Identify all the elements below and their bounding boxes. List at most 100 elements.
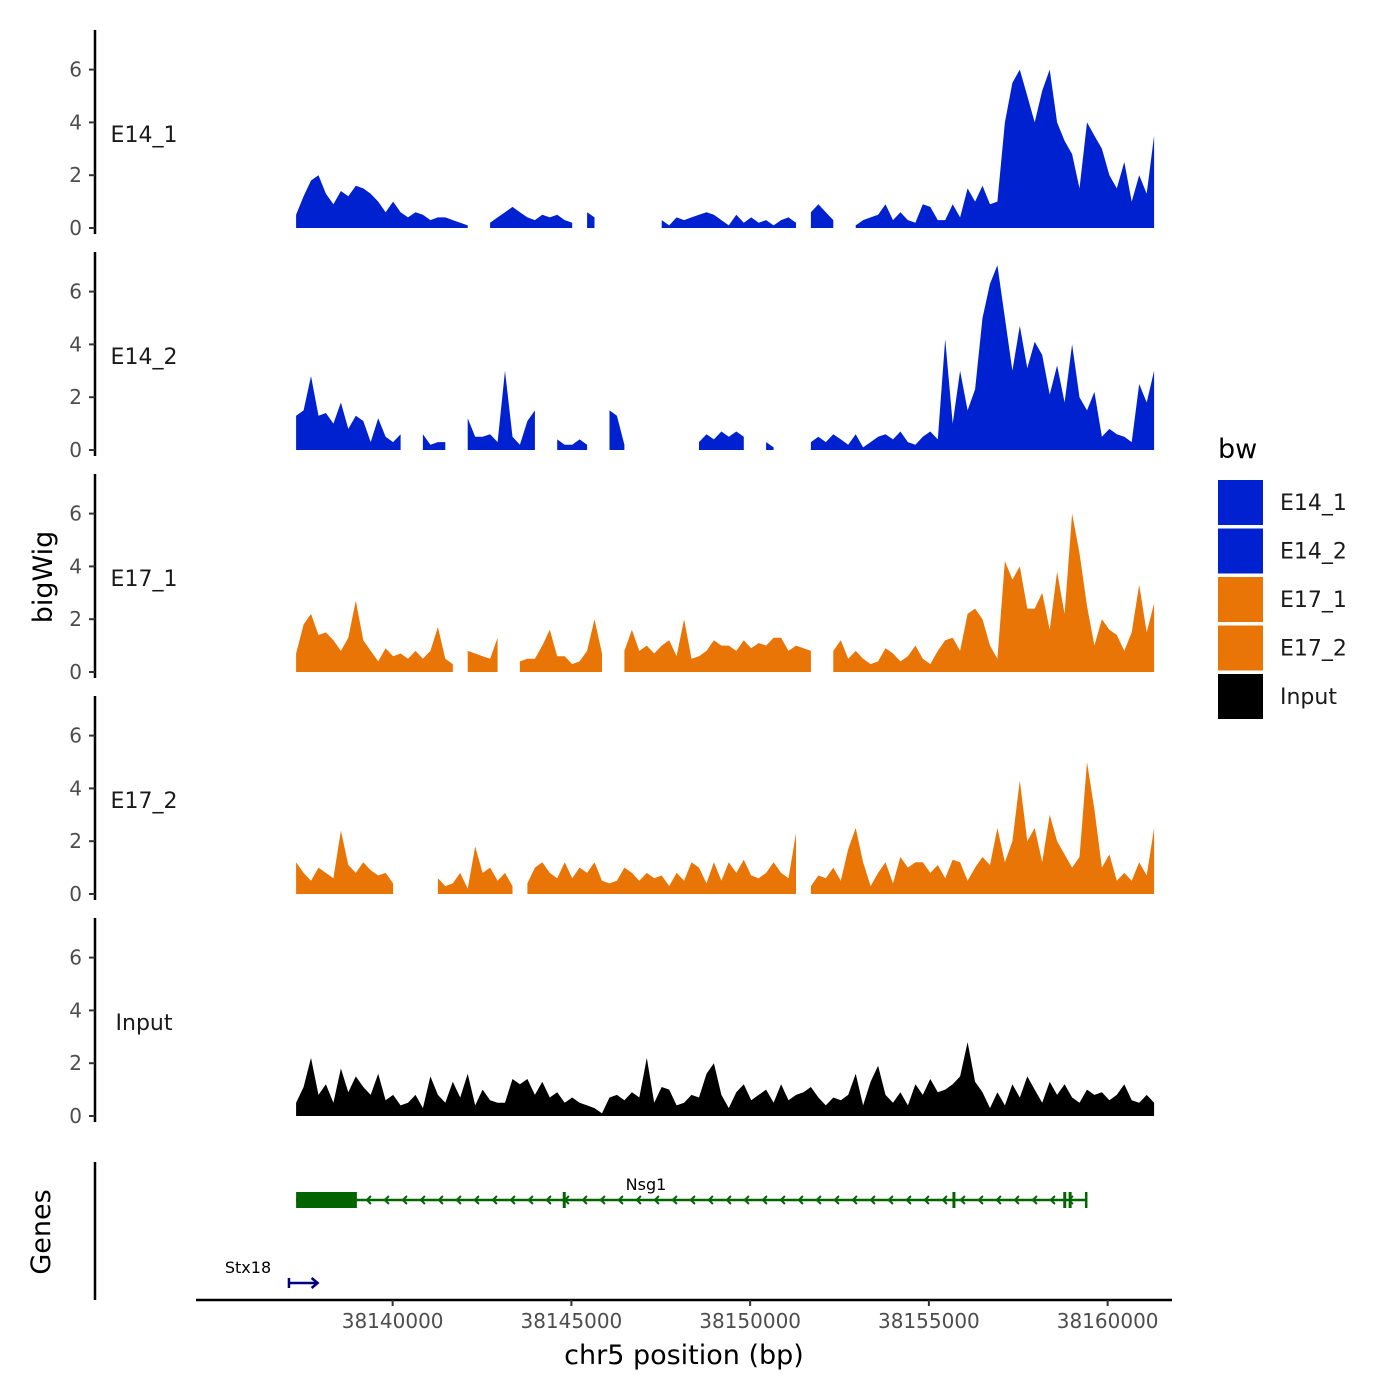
strand-arrow — [653, 1195, 660, 1205]
area-segment-E14_1 — [296, 175, 468, 228]
y-tick-label: 4 — [69, 554, 82, 578]
strand-arrow — [599, 1195, 606, 1205]
legend-label: E17_2 — [1280, 637, 1347, 662]
y-axis-title: bigWig — [28, 531, 59, 624]
gene-label-nsg1: Nsg1 — [626, 1175, 667, 1194]
area-segment-E17_1 — [467, 637, 498, 672]
y-tick-label: 0 — [69, 438, 82, 462]
strand-arrow — [941, 1195, 948, 1205]
strand-arrow — [707, 1195, 714, 1205]
area-segment-E14_2 — [609, 410, 625, 450]
strand-arrow — [1031, 1195, 1038, 1205]
area-segment-E14_2 — [810, 265, 1155, 450]
y-tick-label: 2 — [69, 385, 82, 409]
area-segment-E17_2 — [296, 830, 394, 894]
y-tick-label: 4 — [69, 776, 82, 800]
track-label: E17_2 — [111, 789, 178, 814]
strand-arrow — [365, 1195, 372, 1205]
genes-layer: Nsg1 Stx18 — [225, 1175, 1088, 1289]
strand-arrow — [761, 1195, 768, 1205]
y-tick-label: 0 — [69, 1104, 82, 1128]
strand-arrow — [851, 1195, 858, 1205]
track-E17_2: 0 2 4 6 E17_2 — [69, 696, 1155, 906]
area-segment-E14_1 — [810, 204, 834, 228]
legend-label: E14_2 — [1280, 540, 1347, 565]
area-segment-E14_2 — [467, 370, 535, 450]
strand-arrow — [419, 1195, 426, 1205]
strand-arrow — [797, 1195, 804, 1205]
x-tick-label: 38145000 — [520, 1309, 622, 1333]
strand-arrow — [1049, 1195, 1056, 1205]
y-tick-label: 6 — [69, 946, 82, 970]
legend-swatch — [1218, 674, 1263, 719]
area-segment-E17_1 — [296, 600, 453, 672]
x-tick-label: 38140000 — [342, 1309, 444, 1333]
strand-arrow — [509, 1195, 516, 1205]
strand-arrow — [995, 1195, 1002, 1205]
legend-item-E17_1: E17_1 — [1218, 577, 1347, 622]
track-label: E17_1 — [111, 567, 178, 592]
strand-arrow — [383, 1195, 390, 1205]
strand-arrow — [437, 1195, 444, 1205]
strand-arrow — [527, 1195, 534, 1205]
strand-arrow — [545, 1195, 552, 1205]
y-tick-label: 4 — [69, 332, 82, 356]
gene-Nsg1: Nsg1 — [296, 1175, 1088, 1208]
gene-Stx18: Stx18 — [225, 1258, 320, 1289]
area-segment-E17_2 — [527, 833, 796, 894]
track-E14_1: 0 2 4 6 E14_1 — [69, 30, 1155, 240]
legend-item-E14_1: E14_1 — [1218, 480, 1347, 525]
legend-swatch — [1218, 480, 1263, 525]
x-tick-label: 38150000 — [699, 1309, 801, 1333]
gene-label-stx18: Stx18 — [225, 1258, 271, 1277]
area-segment-E14_1 — [661, 212, 796, 228]
area-segment-Input — [296, 1042, 1155, 1116]
track-label: Input — [116, 1011, 173, 1036]
legend-label: E14_1 — [1280, 491, 1347, 516]
area-segment-E17_1 — [519, 619, 602, 672]
y-tick-label: 2 — [69, 829, 82, 853]
y-tick-label: 2 — [69, 163, 82, 187]
strand-arrow — [779, 1195, 786, 1205]
track-Input: 0 2 4 6 Input — [69, 918, 1155, 1128]
strand-arrow — [923, 1195, 930, 1205]
area-segment-E14_2 — [296, 376, 401, 450]
strand-arrow — [887, 1195, 894, 1205]
track-label: E14_2 — [111, 345, 178, 370]
y-tick-label: 6 — [69, 58, 82, 82]
track-E14_2: 0 2 4 6 E14_2 — [69, 252, 1155, 462]
y-tick-label: 4 — [69, 998, 82, 1022]
strand-arrow — [581, 1195, 588, 1205]
area-segment-E14_1 — [855, 69, 1155, 228]
strand-arrow — [1067, 1195, 1074, 1205]
strand-arrow — [959, 1195, 966, 1205]
y-tick-label: 6 — [69, 502, 82, 526]
area-segment-E14_2 — [766, 442, 774, 450]
y-tick-label: 0 — [69, 216, 82, 240]
legend-swatch — [1218, 577, 1263, 622]
legend-swatch — [1218, 528, 1263, 574]
area-segment-E17_1 — [624, 619, 811, 672]
y-tick-label: 6 — [69, 280, 82, 304]
legend: bw E14_1 E14_2 E17_1 E17_2 Input — [1218, 434, 1347, 719]
area-segment-E14_2 — [557, 439, 588, 450]
strand-arrow — [491, 1195, 498, 1205]
strand-arrow — [869, 1195, 876, 1205]
y-tick-label: 4 — [69, 110, 82, 134]
area-segment-E17_2 — [810, 762, 1155, 894]
legend-items: E14_1 E14_2 E17_1 E17_2 Input — [1218, 480, 1347, 719]
y-tick-label: 0 — [69, 660, 82, 684]
strand-arrow — [743, 1195, 750, 1205]
legend-title: bw — [1218, 434, 1257, 465]
strand-arrow — [671, 1195, 678, 1205]
strand-arrow — [905, 1195, 912, 1205]
strand-arrow — [617, 1195, 624, 1205]
y-tick-label: 0 — [69, 882, 82, 906]
area-segment-E14_2 — [422, 434, 446, 450]
strand-arrow — [1013, 1195, 1020, 1205]
x-tick-label: 38155000 — [878, 1309, 980, 1333]
area-segment-E14_1 — [587, 212, 595, 228]
legend-swatch — [1218, 625, 1263, 671]
area-segment-E14_2 — [699, 431, 744, 450]
